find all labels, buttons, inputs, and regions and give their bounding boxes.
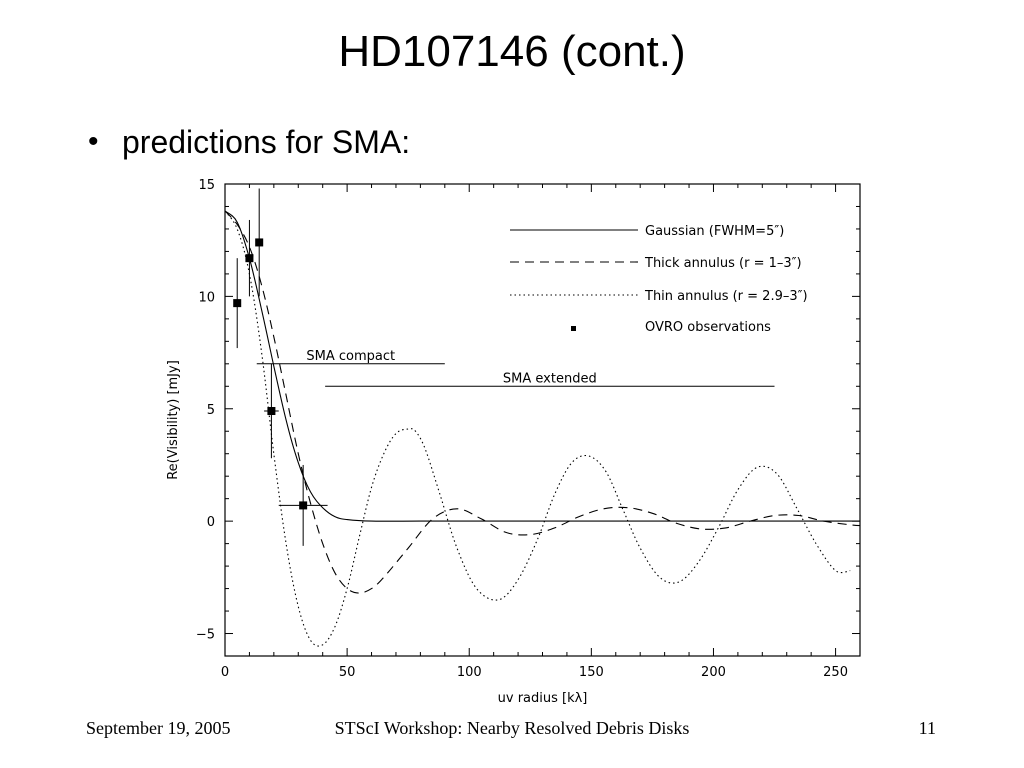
observation-marker	[245, 254, 254, 263]
observation-marker	[255, 238, 264, 247]
x-tick-label: 100	[457, 665, 482, 680]
y-tick-label: 5	[207, 403, 215, 418]
bullet-text: predictions for SMA:	[122, 124, 411, 160]
observation-marker	[299, 501, 308, 510]
y-tick-label: 15	[198, 178, 215, 193]
footer-page-number: 11	[918, 718, 936, 738]
series-line-solid	[225, 210, 860, 522]
plot-frame	[224, 183, 861, 657]
footer-center-text: STScI Workshop: Nearby Resolved Debris D…	[334, 718, 690, 738]
x-tick-label: 200	[701, 665, 726, 680]
legend-label: Gaussian (FWHM=5″)	[645, 224, 784, 239]
x-tick-label: 0	[221, 665, 229, 680]
x-tick-label: 50	[339, 665, 356, 680]
y-tick-label: 0	[207, 515, 215, 530]
series-line-dotted	[225, 210, 851, 647]
range-label: SMA compact	[306, 349, 395, 364]
observation-marker	[233, 299, 242, 308]
legend-label: Thin annulus (r = 2.9–3″)	[644, 289, 808, 304]
bullet-item: • predictions for SMA:	[88, 118, 410, 166]
bullet-dot-icon: •	[88, 125, 99, 158]
range-label: SMA extended	[503, 371, 597, 386]
series-line-dashed	[225, 210, 860, 594]
slide-title: HD107146 (cont.)	[338, 27, 686, 76]
x-axis-label: uv radius [kλ]	[498, 691, 588, 706]
y-tick-label: 10	[198, 290, 215, 305]
observation-marker	[267, 407, 276, 416]
legend-observation-marker	[571, 326, 576, 331]
y-axis-label: Re(Visibility) [mJy]	[166, 360, 181, 480]
legend-label: OVRO observations	[645, 320, 771, 335]
legend-label: Thick annulus (r = 1–3″)	[644, 256, 802, 271]
chart-plot-area: 0 50 100 150 200 250 −5 0 5 10 15 uv radius [kλ] Re(…	[166, 178, 861, 706]
x-tick-label: 250	[823, 665, 848, 680]
x-tick-label: 150	[579, 665, 604, 680]
footer-date: September 19, 2005	[86, 718, 231, 738]
y-tick-label: −5	[196, 628, 215, 643]
